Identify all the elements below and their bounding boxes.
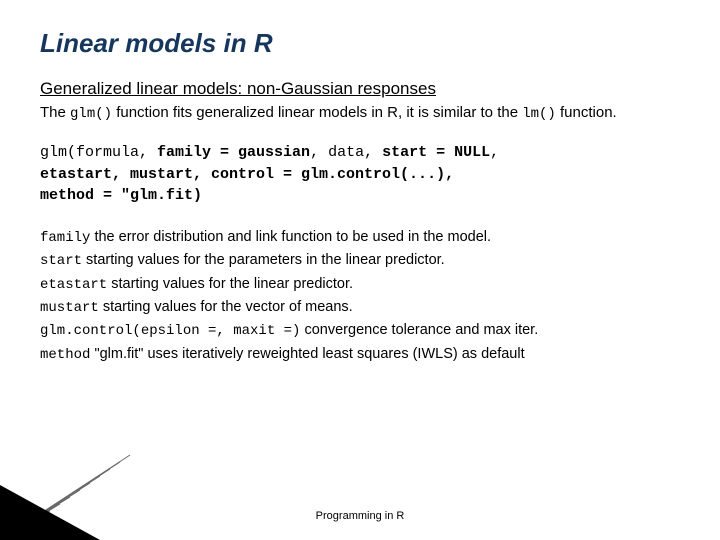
def-row: method "glm.fit" uses iteratively reweig…	[40, 344, 680, 365]
code-line-3: method = "glm.fit)	[40, 185, 680, 207]
def-desc: "glm.fit" uses iteratively reweighted le…	[90, 346, 524, 362]
footer-text: Programming in R	[0, 510, 720, 522]
def-desc: starting values for the parameters in th…	[82, 252, 445, 268]
corner-decoration	[0, 450, 140, 540]
section-subtitle: Generalized linear models: non-Gaussian …	[40, 79, 680, 99]
def-row: mustart starting values for the vector o…	[40, 297, 680, 318]
def-term: mustart	[40, 300, 99, 316]
def-row: family the error distribution and link f…	[40, 227, 680, 248]
glm-fn-code: glm()	[70, 106, 112, 122]
corner-lines-icon	[0, 450, 140, 540]
def-desc: convergence tolerance and max iter.	[300, 322, 538, 338]
code-line-2: etastart, mustart, control = glm.control…	[40, 164, 680, 186]
code-bold-seg: family = gaussian	[157, 144, 310, 161]
intro-text-mid: function fits generalized linear models …	[112, 104, 522, 121]
intro-paragraph: The glm() function fits generalized line…	[40, 103, 680, 124]
def-term: glm.control(epsilon =, maxit =)	[40, 323, 300, 339]
def-desc: starting values for the linear predictor…	[107, 276, 353, 292]
code-seg: , data,	[310, 144, 382, 161]
def-row: glm.control(epsilon =, maxit =) converge…	[40, 320, 680, 341]
def-term: method	[40, 347, 90, 363]
def-term: etastart	[40, 277, 107, 293]
code-bold-seg: start = NULL	[382, 144, 490, 161]
def-row: start starting values for the parameters…	[40, 250, 680, 271]
def-desc: the error distribution and link function…	[90, 229, 491, 245]
code-line-1: glm(formula, family = gaussian, data, st…	[40, 142, 680, 164]
code-seg: glm(formula,	[40, 144, 157, 161]
code-block: glm(formula, family = gaussian, data, st…	[40, 142, 680, 207]
def-term: start	[40, 253, 82, 269]
code-seg: ,	[490, 144, 499, 161]
page-title: Linear models in R	[40, 28, 680, 59]
def-term: family	[40, 230, 90, 246]
intro-text-post: function.	[556, 104, 617, 121]
def-desc: starting values for the vector of means.	[99, 299, 353, 315]
lm-fn-code: lm()	[522, 106, 556, 122]
slide: Linear models in R Generalized linear mo…	[0, 0, 720, 540]
def-row: etastart starting values for the linear …	[40, 274, 680, 295]
intro-text-pre: The	[40, 104, 70, 121]
definitions-list: family the error distribution and link f…	[40, 227, 680, 365]
